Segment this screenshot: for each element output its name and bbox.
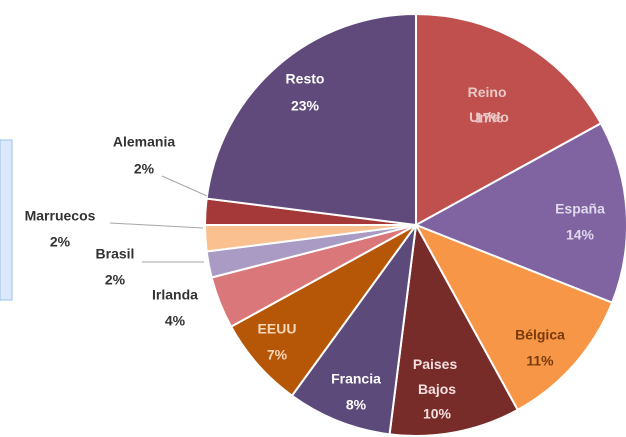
slice-value-label: 10% bbox=[423, 406, 452, 422]
slice-label: Alemania bbox=[113, 134, 175, 150]
slice-label: Paises Bajos bbox=[413, 356, 461, 397]
slice-label: Brasil bbox=[96, 246, 135, 262]
pie-slice bbox=[388, 221, 520, 437]
slice-value-label: 23% bbox=[291, 98, 320, 114]
slice-value-label: 17% bbox=[475, 110, 504, 126]
side-panel bbox=[0, 139, 13, 301]
slice-label: Bélgica bbox=[515, 327, 565, 343]
slice-label: Francia bbox=[331, 371, 381, 387]
slice-value-label: 7% bbox=[267, 347, 288, 363]
leader-line bbox=[161, 175, 208, 197]
pie-slice bbox=[413, 223, 614, 412]
slice-value-label: 2% bbox=[50, 234, 71, 250]
slice-value-label: 2% bbox=[105, 272, 126, 288]
slice-value-label: 11% bbox=[526, 353, 554, 369]
slice-label: España bbox=[555, 201, 605, 217]
slice-value-label: 4% bbox=[165, 313, 186, 329]
slice-label: Irlanda bbox=[152, 287, 198, 303]
slice-value-label: 14% bbox=[566, 227, 595, 243]
slice-value-label: 8% bbox=[346, 397, 367, 413]
slice-label: Resto bbox=[286, 71, 325, 87]
slice-label: EEUU bbox=[258, 321, 297, 337]
slice-value-label: 2% bbox=[134, 161, 155, 177]
leader-line bbox=[109, 222, 204, 229]
pie-slice bbox=[415, 12, 603, 227]
slice-label: Marruecos bbox=[25, 208, 96, 224]
pie-slice bbox=[413, 121, 626, 304]
pie-slice bbox=[205, 12, 417, 227]
pie-slice bbox=[290, 224, 417, 436]
slice-label: Reino Unido bbox=[468, 84, 511, 125]
